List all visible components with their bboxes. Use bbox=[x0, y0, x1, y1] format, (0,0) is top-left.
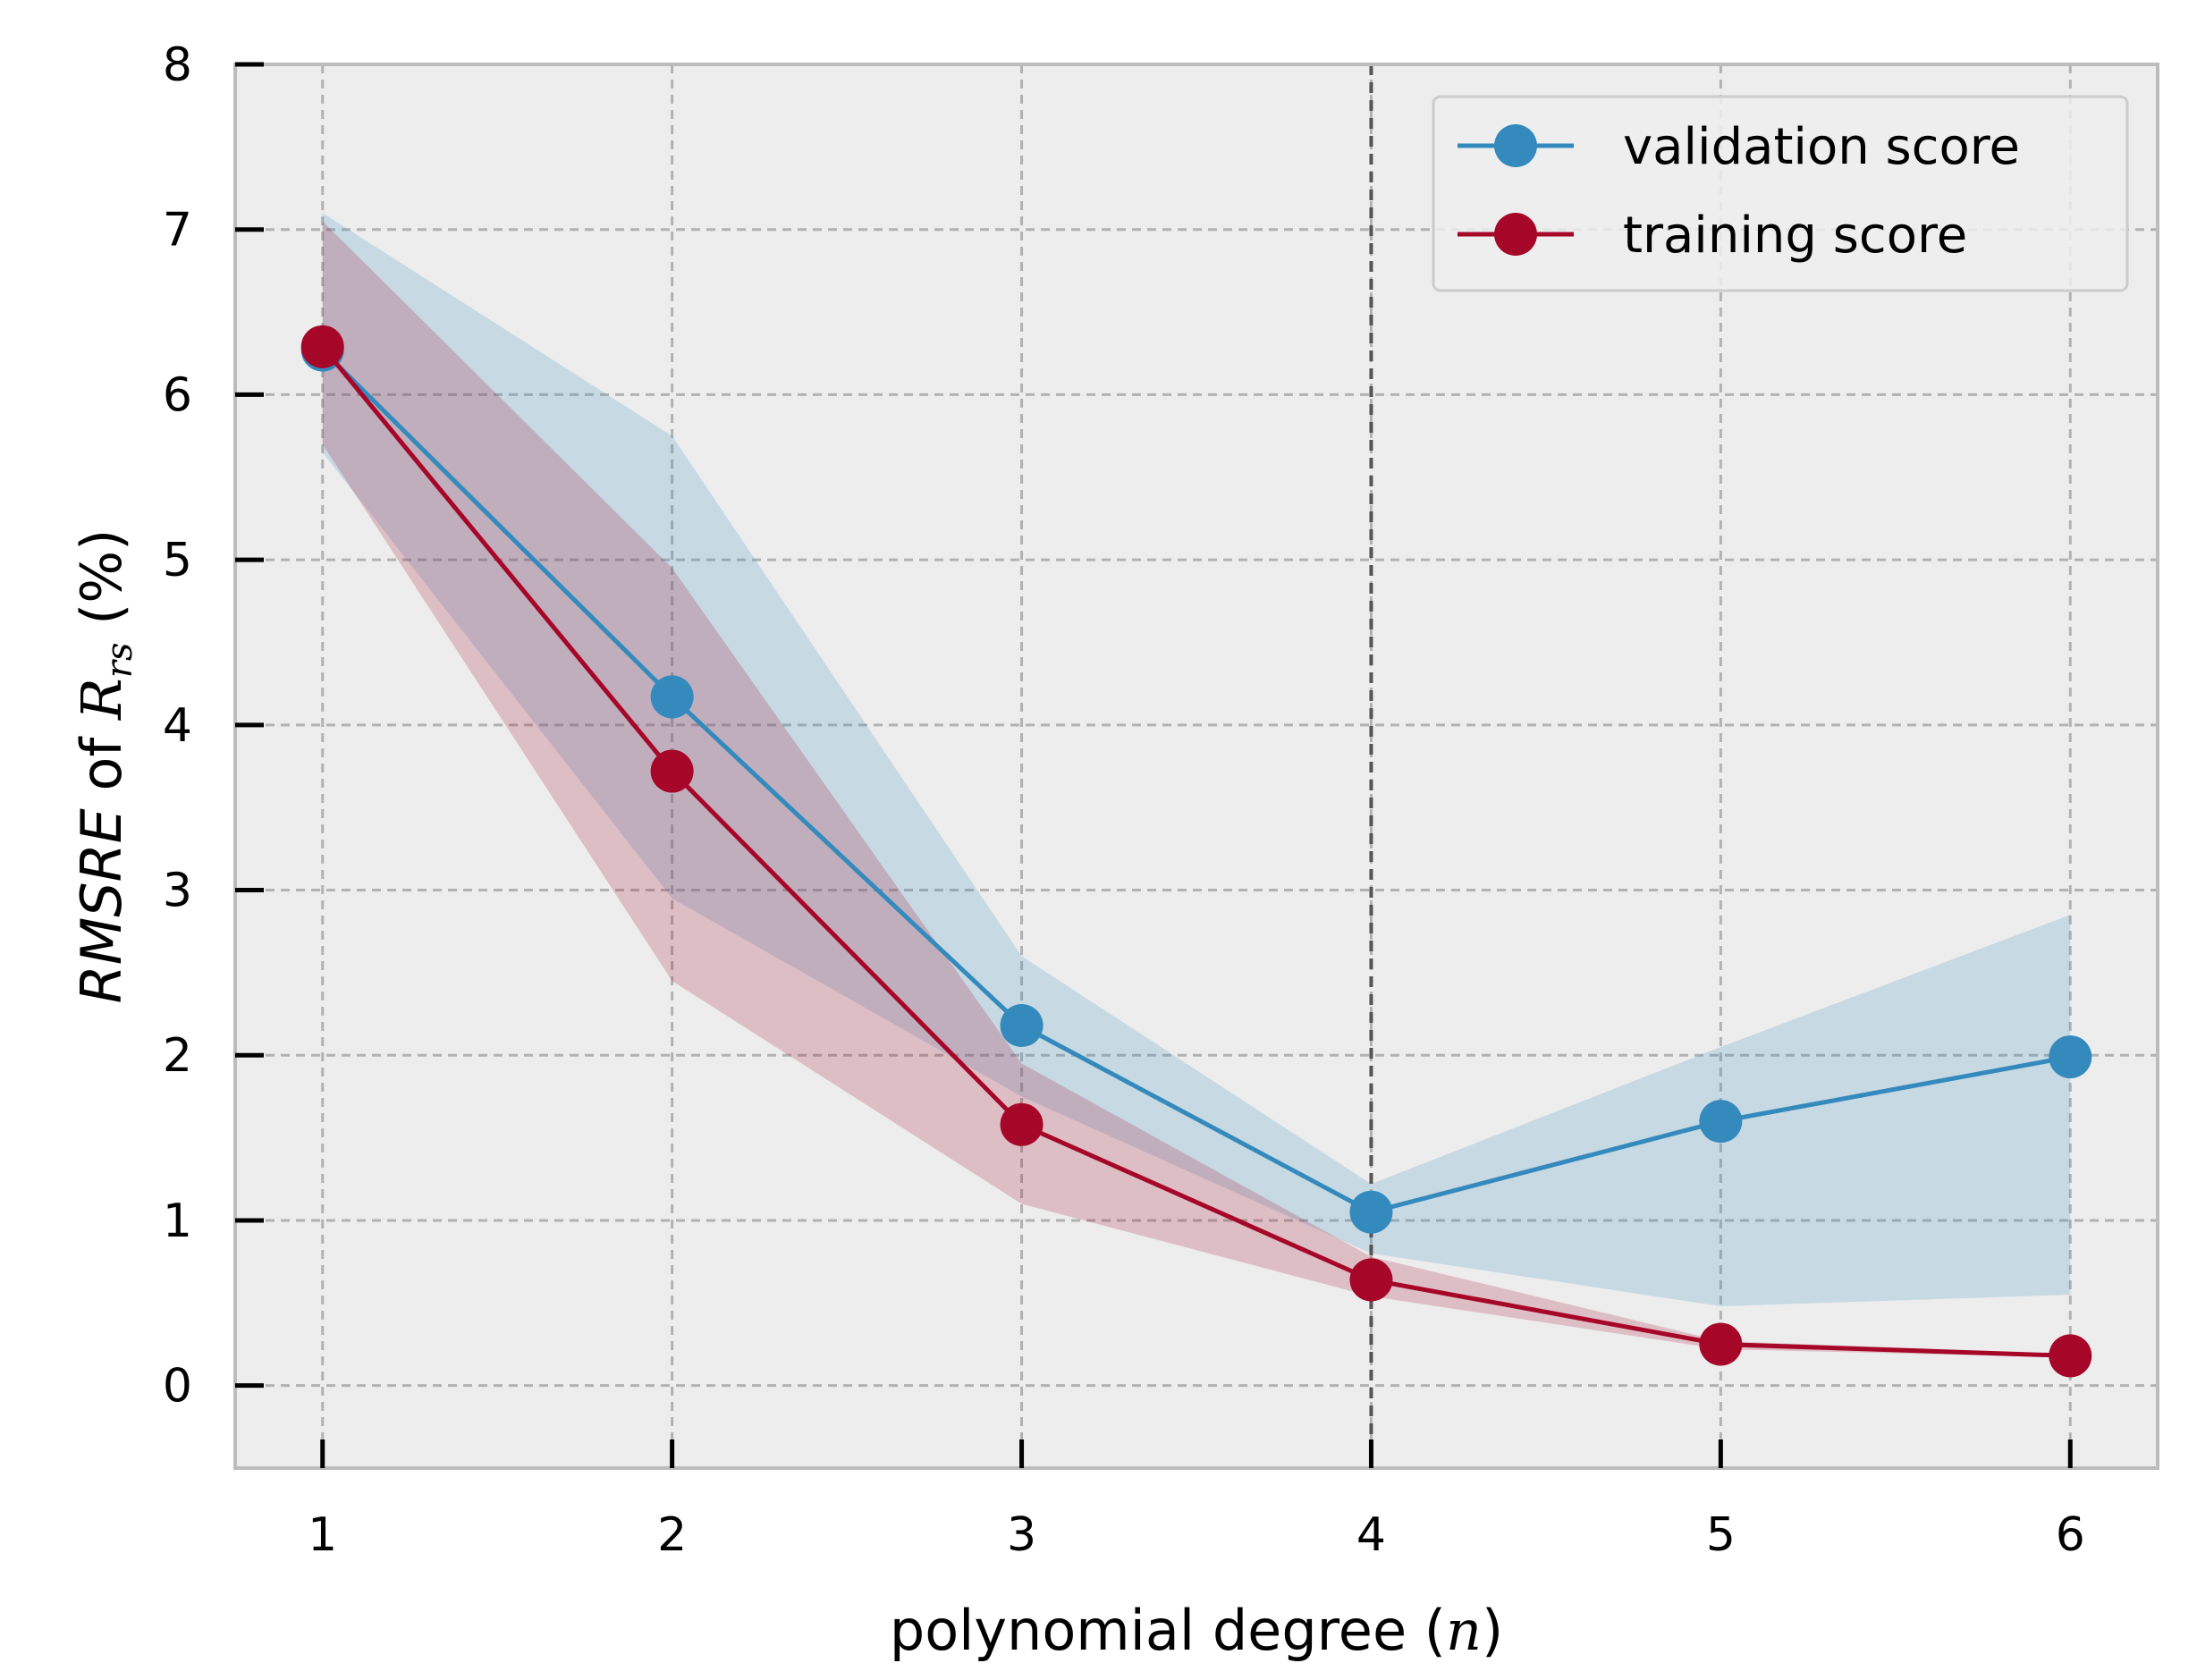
plot-frame bbox=[233, 63, 2159, 1470]
legend-validation-marker bbox=[1494, 124, 1537, 167]
point-validation-6 bbox=[2049, 1035, 2092, 1079]
point-training-2 bbox=[650, 749, 694, 793]
x-tick-label-4: 4 bbox=[1356, 1508, 1386, 1562]
y-axis-ticks: 0 1 2 3 4 5 6 7 8 bbox=[163, 38, 264, 1414]
x-tick-label-5: 5 bbox=[1706, 1508, 1736, 1562]
legend-training-marker bbox=[1494, 213, 1537, 256]
legend-item-validation: validation score bbox=[1458, 118, 2020, 176]
x-tick-label-2: 2 bbox=[657, 1508, 687, 1562]
x-tick-label-3: 3 bbox=[1007, 1508, 1036, 1562]
y-tick-label-6: 6 bbox=[163, 368, 192, 422]
legend-box bbox=[1432, 95, 2129, 292]
series-lines bbox=[300, 325, 2092, 1378]
plot-area bbox=[235, 64, 2158, 1468]
y-tick-label-8: 8 bbox=[163, 38, 192, 92]
point-training-3 bbox=[1000, 1102, 1044, 1146]
x-axis-ticks: 1 2 3 4 5 6 bbox=[308, 1439, 2085, 1562]
point-training-4 bbox=[1349, 1258, 1393, 1302]
legend-training-label: training score bbox=[1623, 207, 1967, 265]
legend: validation score training score bbox=[1432, 95, 2129, 292]
y-tick-label-3: 3 bbox=[163, 865, 192, 918]
point-validation-2 bbox=[650, 675, 694, 719]
y-tick-label-4: 4 bbox=[163, 699, 192, 753]
x-axis-label: polynomial degree (n) bbox=[890, 1598, 1503, 1663]
y-tick-label-7: 7 bbox=[163, 204, 192, 257]
point-validation-3 bbox=[1000, 1003, 1044, 1047]
y-tick-label-5: 5 bbox=[163, 534, 192, 587]
line-validation bbox=[320, 348, 2071, 1215]
y-tick-label-2: 2 bbox=[163, 1029, 192, 1083]
point-validation-4 bbox=[1349, 1190, 1393, 1234]
legend-validation-label: validation score bbox=[1623, 118, 2020, 176]
y-axis-label: RMSRE of Rrs (%) bbox=[69, 529, 140, 1004]
legend-item-training: training score bbox=[1458, 207, 1967, 265]
point-training-5 bbox=[1699, 1322, 1743, 1366]
point-training-6 bbox=[2049, 1334, 2092, 1378]
y-tick-label-1: 1 bbox=[163, 1195, 192, 1248]
point-validation-5 bbox=[1699, 1100, 1743, 1144]
point-training-1 bbox=[300, 325, 344, 368]
x-tick-label-6: 6 bbox=[2056, 1508, 2085, 1562]
y-tick-label-0: 0 bbox=[163, 1360, 192, 1414]
line-training bbox=[320, 345, 2071, 1358]
x-tick-label-1: 1 bbox=[308, 1508, 337, 1562]
